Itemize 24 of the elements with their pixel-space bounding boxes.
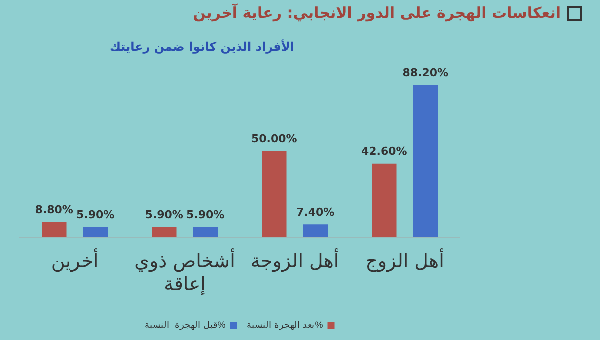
legend-label: بعد الهجرة النسبة% <box>247 320 324 331</box>
bar <box>303 224 328 238</box>
chart-subtitle: الأفراد الذين كانوا ضمن رعايتك <box>110 40 294 54</box>
x-tick-label: أخرين <box>51 248 99 273</box>
data-label: 7.40% <box>296 206 335 219</box>
x-tick-label: أهل الزوجة <box>250 248 340 273</box>
bar <box>193 227 218 238</box>
data-label: 5.90% <box>76 208 115 222</box>
data-label: 88.20% <box>402 66 449 80</box>
x-tick-label: أهل الزوج <box>366 248 444 273</box>
bar <box>372 164 397 238</box>
bar <box>42 222 67 238</box>
x-tick-label: أشخاص ذوي إعاقة <box>134 248 236 296</box>
data-label: 8.80% <box>35 204 74 217</box>
chart-title: انعكاسات الهجرة على الدور الانجابي: رعاية آخرين <box>193 4 561 22</box>
bar <box>83 227 108 238</box>
bar <box>262 151 287 238</box>
data-label: 42.60% <box>361 145 408 158</box>
bar <box>152 227 177 238</box>
data-label: 50.00% <box>251 132 298 146</box>
bar <box>413 85 438 238</box>
legend-label: قبل الهجرة النسبة% <box>145 320 226 331</box>
data-label: 5.90% <box>145 208 184 222</box>
data-label: 5.90% <box>186 208 225 222</box>
